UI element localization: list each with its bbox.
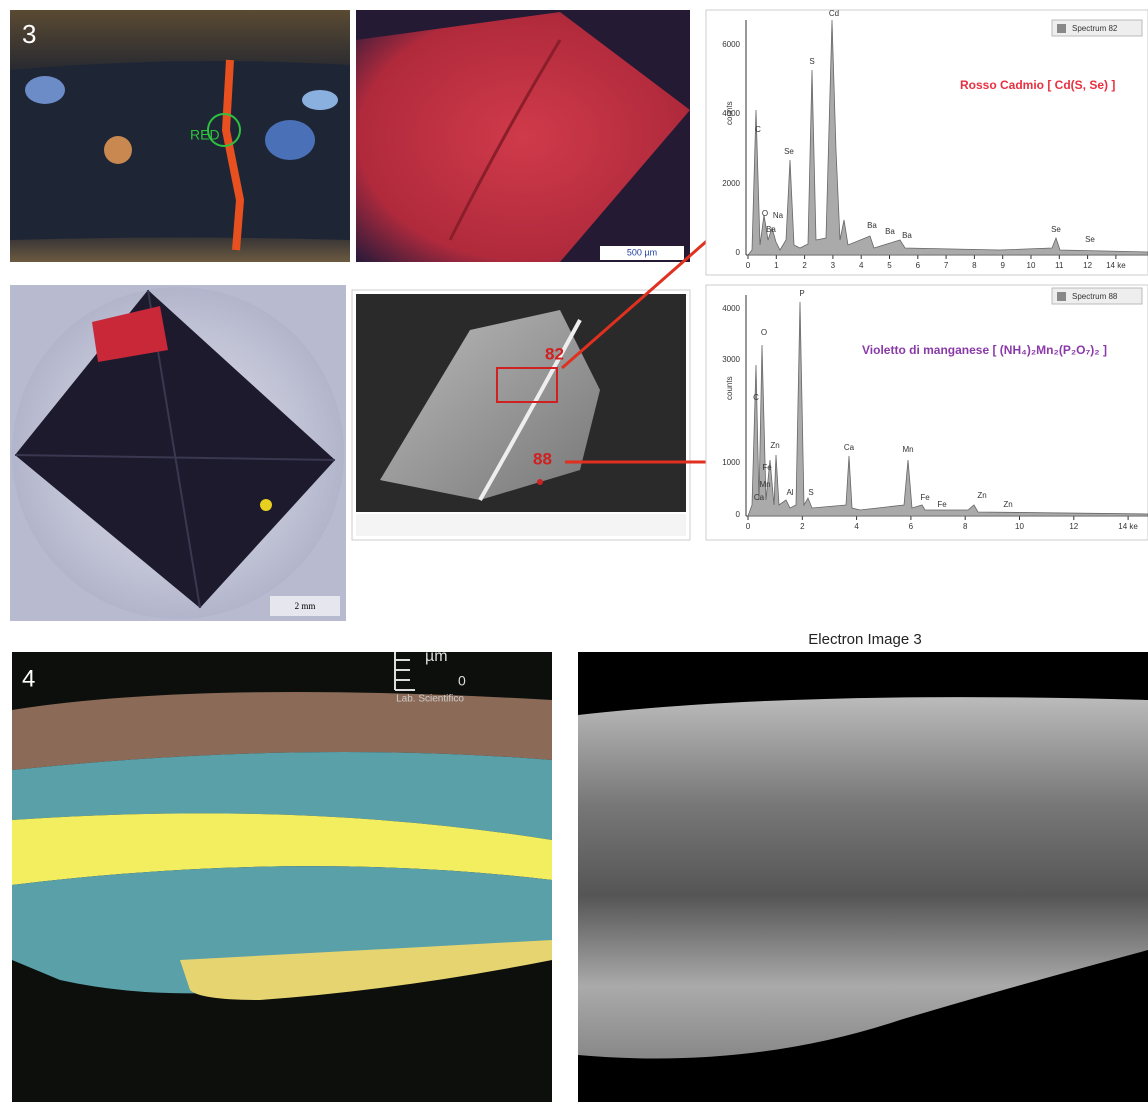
x-tick-label: 0 xyxy=(746,522,751,531)
x-tick-label: 1 xyxy=(774,261,779,270)
sem-image: 82 88 xyxy=(352,218,730,540)
peak-label: C xyxy=(755,125,761,134)
x-tick-label: 12 xyxy=(1083,261,1092,270)
peak-label: Cd xyxy=(829,9,839,18)
peak-label: P xyxy=(799,289,804,298)
image-title: Electron Image 3 xyxy=(808,631,921,648)
peak-label: Se xyxy=(1085,235,1095,244)
area-label: 82 xyxy=(545,344,564,363)
x-tick-label: 2 xyxy=(802,261,807,270)
legend-swatch xyxy=(1057,24,1066,33)
photo-mount: 2 mm xyxy=(10,285,346,621)
x-tick-label: 4 xyxy=(859,261,864,270)
peak-label: Na xyxy=(773,211,784,220)
paint-spot xyxy=(25,76,65,104)
cross-section-photo: 4 µm 0 Lab. Scientifico xyxy=(12,648,552,1102)
pin xyxy=(104,136,132,164)
y-tick-label: 6000 xyxy=(722,40,740,49)
peak-label: Ca xyxy=(844,443,855,452)
yellow-fragment xyxy=(260,499,272,511)
paint-spot xyxy=(302,90,338,110)
pigment-label: Violetto di manganese [ (NH₄)₂Mn₂(P₂O₇)₂… xyxy=(862,343,1107,357)
peak-label: Zn xyxy=(1003,500,1012,509)
x-tick-label: 8 xyxy=(963,522,968,531)
peak-label: Ca xyxy=(754,493,765,502)
x-tick-label: 10 xyxy=(1027,261,1036,270)
y-tick-label: 3000 xyxy=(722,355,740,364)
x-tick-label: 8 xyxy=(972,261,977,270)
peak-label: Ba xyxy=(766,225,776,234)
peak-label: S xyxy=(809,57,814,66)
peak-label: Mn xyxy=(902,445,913,454)
photo-sample: RED 3 xyxy=(10,10,350,262)
photo-microscope: 500 µm xyxy=(356,10,690,262)
peak-label: Zn xyxy=(770,441,779,450)
legend-swatch xyxy=(1057,292,1066,301)
x-tick-label: 2 xyxy=(800,522,805,531)
scale-bar-label: 500 µm xyxy=(627,247,657,257)
x-tick-label: 9 xyxy=(1000,261,1005,270)
x-tick-label: 6 xyxy=(916,261,921,270)
peak-label: Se xyxy=(784,147,794,156)
figure: RED 3 500 µm 2 mm 82 88 Spectrum 82 Ross… xyxy=(0,0,1148,1102)
pigment-label: Rosso Cadmio [ Cd(S, Se) ] xyxy=(960,78,1115,92)
peak-label: Fe xyxy=(762,463,772,472)
peak-label: Fe xyxy=(937,500,947,509)
peak-label: C xyxy=(753,393,759,402)
scale-unit: µm xyxy=(425,648,448,665)
legend-label: Spectrum 82 xyxy=(1072,24,1118,33)
marker-label: RED xyxy=(190,127,220,143)
x-tick-label: 5 xyxy=(887,261,892,270)
panel-number: 3 xyxy=(22,19,36,49)
y-tick-label: 0 xyxy=(736,248,741,257)
electron-image: Electron Image 3 xyxy=(578,631,1148,1102)
y-axis-label: counts xyxy=(725,376,734,400)
x-tick-label: 12 xyxy=(1069,522,1078,531)
lab-label: Lab. Scientifico xyxy=(396,694,464,705)
x-tick-label: 10 xyxy=(1015,522,1024,531)
x-tick-label: 3 xyxy=(831,261,836,270)
scale-bar-label: 2 mm xyxy=(295,601,316,611)
y-tick-label: 1000 xyxy=(722,458,740,467)
peak-label: Al xyxy=(786,488,793,497)
spectrum-88: Spectrum 88 Violetto di manganese [ (NH₄… xyxy=(706,285,1148,540)
peak-label: S xyxy=(808,488,813,497)
peak-label: Zn xyxy=(977,491,986,500)
y-tick-label: 4000 xyxy=(722,304,740,313)
y-tick-label: 2000 xyxy=(722,179,740,188)
scale-zero: 0 xyxy=(458,673,466,689)
peak-label: Ba xyxy=(885,227,895,236)
peak-label: O xyxy=(762,209,768,218)
x-tick-label: 14 ke xyxy=(1106,261,1126,270)
peak-label: Se xyxy=(1051,225,1061,234)
x-tick-label: 0 xyxy=(746,261,751,270)
panel-number: 4 xyxy=(22,665,35,692)
peak-label: Mn xyxy=(759,480,770,489)
area-label: 88 xyxy=(533,449,552,468)
x-tick-label: 4 xyxy=(854,522,859,531)
peak-label: O xyxy=(761,328,767,337)
y-tick-label: 0 xyxy=(736,510,741,519)
spectrum-82: Spectrum 82 Rosso Cadmio [ Cd(S, Se) ] c… xyxy=(706,9,1148,275)
y-tick-label: 4000 xyxy=(722,109,740,118)
point-marker xyxy=(537,479,543,485)
x-tick-label: 6 xyxy=(909,522,914,531)
x-tick-label: 11 xyxy=(1055,261,1064,270)
x-tick-label: 7 xyxy=(944,261,949,270)
peak-label: Fe xyxy=(920,493,930,502)
legend-label: Spectrum 88 xyxy=(1072,292,1118,301)
peak-label: Ba xyxy=(867,221,877,230)
peak-label: Ba xyxy=(902,231,912,240)
paint-spot xyxy=(265,120,315,160)
x-tick-label: 14 ke xyxy=(1118,522,1138,531)
info-bar xyxy=(356,514,686,536)
